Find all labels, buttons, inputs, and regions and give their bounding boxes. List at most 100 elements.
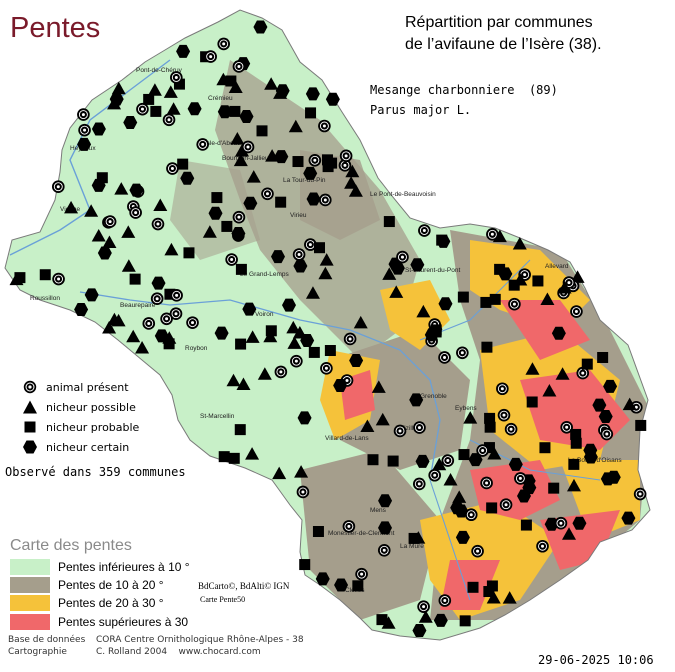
present-marker <box>136 102 149 116</box>
legend-row-present: animal présent <box>22 377 139 397</box>
possible-marker <box>555 367 570 380</box>
present-marker <box>151 217 165 231</box>
probable-marker <box>299 559 311 571</box>
town-label: Eybens <box>455 405 477 412</box>
possible-marker <box>126 329 141 343</box>
possible-marker <box>236 377 251 391</box>
present-marker <box>393 424 407 438</box>
possible-marker <box>91 229 106 242</box>
certain-marker <box>433 613 448 627</box>
certain-marker <box>270 250 285 264</box>
probable-marker <box>312 526 324 538</box>
present-marker <box>150 292 164 306</box>
possible-marker <box>513 273 528 286</box>
probable-marker <box>173 78 185 90</box>
present-marker <box>417 600 430 613</box>
probable-marker <box>211 192 223 204</box>
certain-marker <box>436 234 451 248</box>
certain-marker <box>151 276 166 290</box>
page-title: Pentes <box>10 12 101 44</box>
probable-marker <box>305 107 317 119</box>
slope-row-3: Pentes de 20 à 30 ° <box>10 594 164 611</box>
town-label: Beaurepaire <box>120 302 156 309</box>
certain-marker <box>74 302 89 316</box>
legend-row-certain: nicheur certain <box>22 437 139 457</box>
present-marker <box>486 228 499 241</box>
probable-marker <box>129 273 141 285</box>
town-label: Bourgoin-Jallieu <box>222 155 269 162</box>
certain-marker <box>378 494 393 508</box>
probable-marker <box>275 196 287 208</box>
present-marker <box>320 361 333 375</box>
subtitle-line-2: de l’avifaune de l’Isère (38). <box>405 36 602 53</box>
present-marker <box>514 472 527 485</box>
town-label: Roussillon <box>30 295 60 302</box>
possible-marker <box>64 200 79 214</box>
present-marker <box>560 420 573 434</box>
probable-icon <box>24 421 36 433</box>
possible-marker <box>353 315 368 329</box>
possible-marker <box>257 367 272 380</box>
certain-marker <box>305 87 320 101</box>
probable-marker <box>150 105 162 117</box>
slope-label-3: Pentes de 20 à 30 ° <box>58 595 164 610</box>
present-marker <box>600 427 614 441</box>
slope-row-1: Pentes inférieures à 10 ° <box>10 558 190 575</box>
town-label: Voiron <box>255 311 274 318</box>
present-marker <box>438 594 452 607</box>
possible-marker <box>345 164 360 178</box>
possible-marker <box>294 465 309 478</box>
present-marker <box>51 180 65 194</box>
probable-marker <box>163 338 175 350</box>
present-marker <box>162 113 176 127</box>
town-label: Le Pont-de-Beauvoisin <box>370 191 436 198</box>
certain-marker <box>281 298 296 312</box>
certain-marker <box>293 259 308 273</box>
probable-marker <box>484 412 496 424</box>
present-marker <box>480 476 493 490</box>
town-label: Vizille <box>400 425 417 432</box>
probable-marker <box>532 275 544 287</box>
map-subtitle: Répartition par communes de l’avifaune d… <box>405 12 665 56</box>
probable-marker <box>143 93 155 105</box>
certain-marker <box>349 353 364 367</box>
probable-marker <box>314 242 326 254</box>
certain-marker <box>253 20 268 34</box>
possible-marker <box>542 384 557 397</box>
probable-marker <box>235 263 247 275</box>
town-label: Le Grand-Lemps <box>240 271 290 278</box>
certain-marker <box>551 326 566 340</box>
footer: Base de données Cartographie CORA Centre… <box>8 634 304 658</box>
present-marker <box>412 477 426 491</box>
possible-marker <box>153 198 168 211</box>
footer-carto-label: Cartographie <box>8 647 67 657</box>
probable-marker <box>235 338 247 350</box>
present-marker <box>308 153 322 167</box>
present-marker <box>536 539 549 553</box>
certain-marker <box>297 411 312 425</box>
certain-marker <box>180 171 195 185</box>
probable-marker <box>96 172 108 184</box>
probable-marker <box>494 263 506 275</box>
probable-marker <box>430 326 442 338</box>
certain-marker <box>208 206 223 220</box>
legend-possible-label: nicheur possible <box>46 400 136 414</box>
certain-marker <box>415 454 430 468</box>
certain-marker <box>91 122 106 136</box>
probable-marker <box>387 455 399 467</box>
present-marker <box>232 210 246 224</box>
probable-marker <box>292 156 304 168</box>
certain-marker <box>242 302 257 316</box>
footer-url[interactable]: www.chocard.com <box>178 647 261 657</box>
certain-marker <box>378 521 393 535</box>
possible-marker <box>166 102 181 115</box>
probable-marker <box>481 341 493 353</box>
present-marker <box>499 498 513 512</box>
possible-marker <box>452 490 467 503</box>
possible-marker <box>381 616 396 629</box>
possible-marker <box>202 225 217 238</box>
certain-marker <box>455 530 470 544</box>
certain-marker <box>600 472 615 486</box>
slope-label-1: Pentes inférieures à 10 ° <box>58 559 190 574</box>
subtitle-line-1: Répartition par communes <box>405 14 593 31</box>
